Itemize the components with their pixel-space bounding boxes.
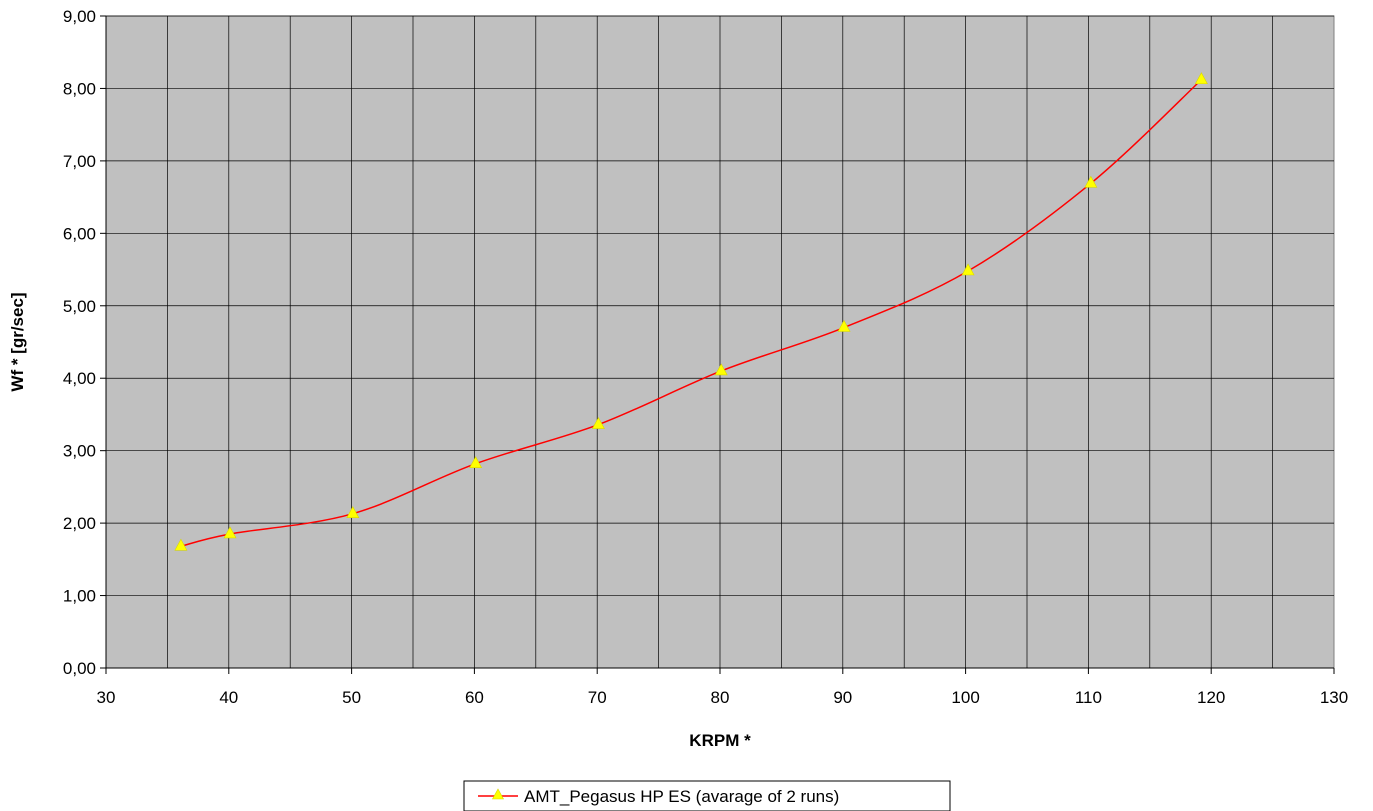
series-layer (174, 72, 1208, 551)
data-point-marker (346, 506, 360, 518)
data-point-marker (837, 319, 851, 332)
data-point-marker (1194, 72, 1208, 85)
legend-box (463, 780, 951, 811)
axes: 0,00 1,00 2,00 3,00 4,00 5,00 6,00 7,00 8,00 9,00… (63, 7, 1348, 707)
x-tick-label: 130 (1320, 688, 1348, 707)
legend-triangle-marker-icon (491, 788, 505, 800)
data-point-marker (714, 363, 728, 376)
legend-series-label: AMT_Pegasus HP ES (avarage of 2 runs) (524, 787, 839, 806)
data-point-marker (469, 456, 483, 469)
gridlines (106, 15, 1334, 668)
y-tick-label: 0,00 (63, 659, 96, 678)
y-tick-label: 4,00 (63, 369, 96, 388)
x-tick-label: 50 (342, 688, 361, 707)
series-line (180, 79, 1202, 548)
y-tick-label: 3,00 (63, 442, 96, 461)
data-point-marker (961, 263, 975, 276)
data-point-marker (223, 526, 237, 539)
x-tick-label: 110 (1075, 688, 1102, 707)
data-point-marker (1084, 175, 1098, 188)
x-tick-label: 30 (97, 688, 116, 707)
x-tick-label: 60 (465, 688, 484, 707)
y-tick-label: 6,00 (63, 224, 96, 243)
y-tick-label: 8,00 (63, 79, 96, 98)
x-tick-label: 40 (219, 688, 238, 707)
x-tick-label: 90 (833, 688, 852, 707)
x-tick-label: 120 (1197, 688, 1225, 707)
legend: AMT_Pegasus HP ES (avarage of 2 runs) (463, 780, 951, 811)
data-point-marker (174, 538, 188, 551)
y-axis-title: Wf * [gr/sec] (8, 292, 27, 391)
y-tick-label: 1,00 (63, 587, 96, 606)
x-axis-title: KRPM * (689, 731, 751, 750)
x-tick-label: 80 (711, 688, 730, 707)
y-tick-label: 9,00 (63, 7, 96, 26)
y-tick-label: 7,00 (63, 152, 96, 171)
y-tick-label: 5,00 (63, 297, 96, 316)
y-tick-label: 2,00 (63, 514, 96, 533)
x-tick-label: 70 (588, 688, 607, 707)
x-tick-label: 100 (951, 688, 979, 707)
data-point-marker (591, 416, 605, 429)
